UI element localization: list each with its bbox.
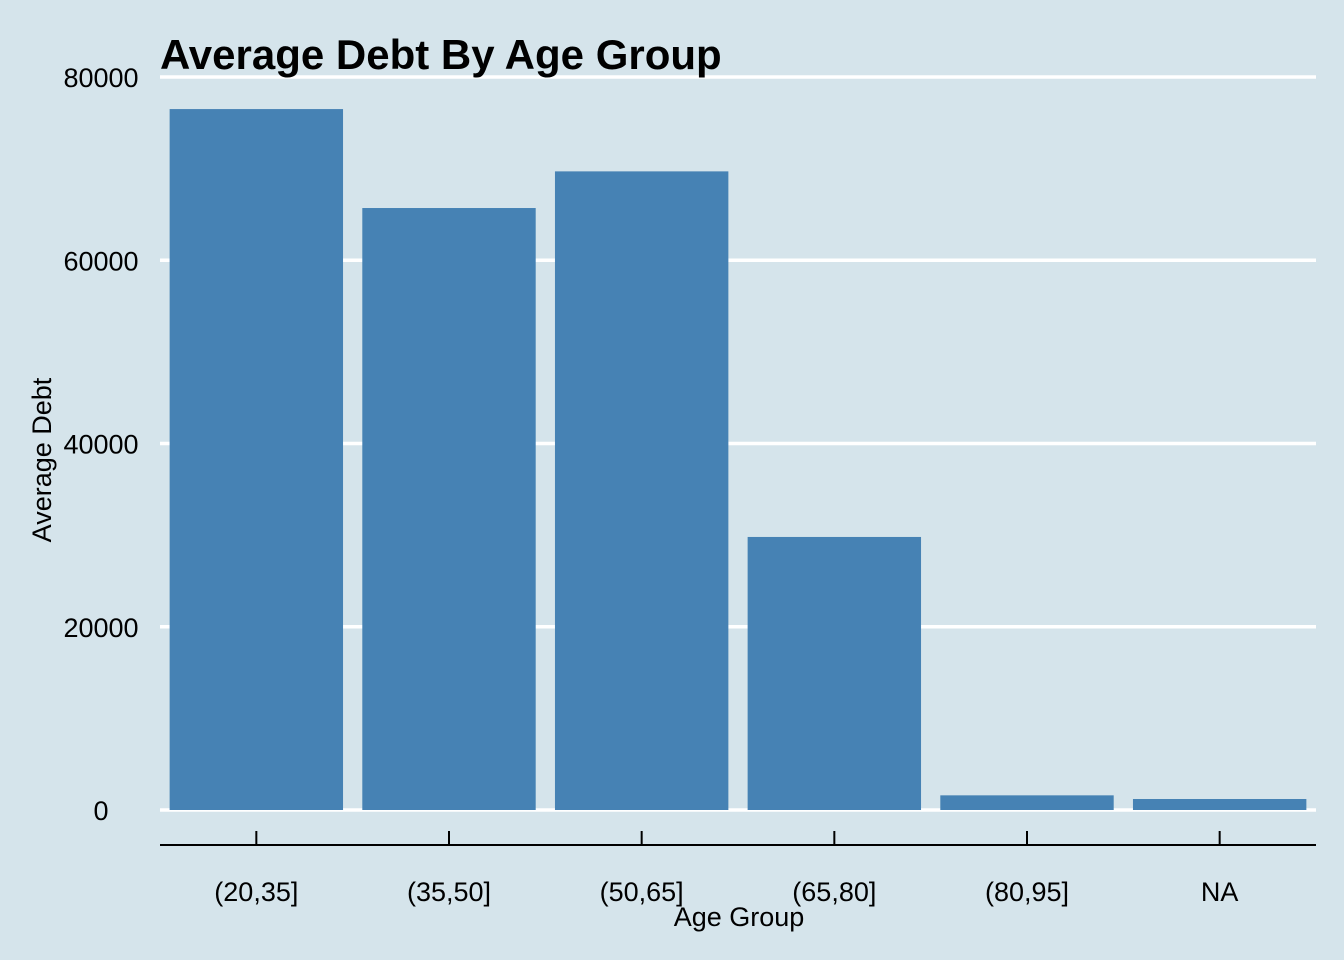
bar	[747, 536, 922, 810]
x-tick-label: (65,80]	[792, 877, 876, 907]
x-tick-label: (80,95]	[985, 877, 1069, 907]
x-tick-label: (50,65]	[600, 877, 684, 907]
bar	[362, 208, 536, 810]
x-axis-ticks: (20,35] (35,50] (50,65] (65,80] (80,95] NA	[214, 831, 1238, 907]
x-tick-label: (35,50]	[407, 877, 491, 907]
bars	[169, 109, 1307, 811]
x-tick-label: (20,35]	[214, 877, 298, 907]
y-tick-label: 80000	[63, 63, 138, 93]
bar	[940, 795, 1114, 810]
x-tick-label: NA	[1201, 877, 1239, 907]
bar	[1132, 799, 1307, 810]
y-tick-label: 40000	[63, 430, 138, 460]
bar	[554, 171, 729, 810]
y-axis-ticks: 0 20000 40000 60000 80000	[63, 63, 138, 826]
chart-title: Average Debt By Age Group	[160, 31, 722, 78]
y-tick-label: 60000	[63, 246, 138, 276]
x-axis-label: Age Group	[674, 902, 805, 932]
bar	[169, 109, 344, 811]
y-axis-label: Average Debt	[27, 377, 57, 542]
y-tick-label: 0	[93, 796, 108, 826]
y-tick-label: 20000	[63, 613, 138, 643]
gridlines	[160, 75, 1316, 812]
